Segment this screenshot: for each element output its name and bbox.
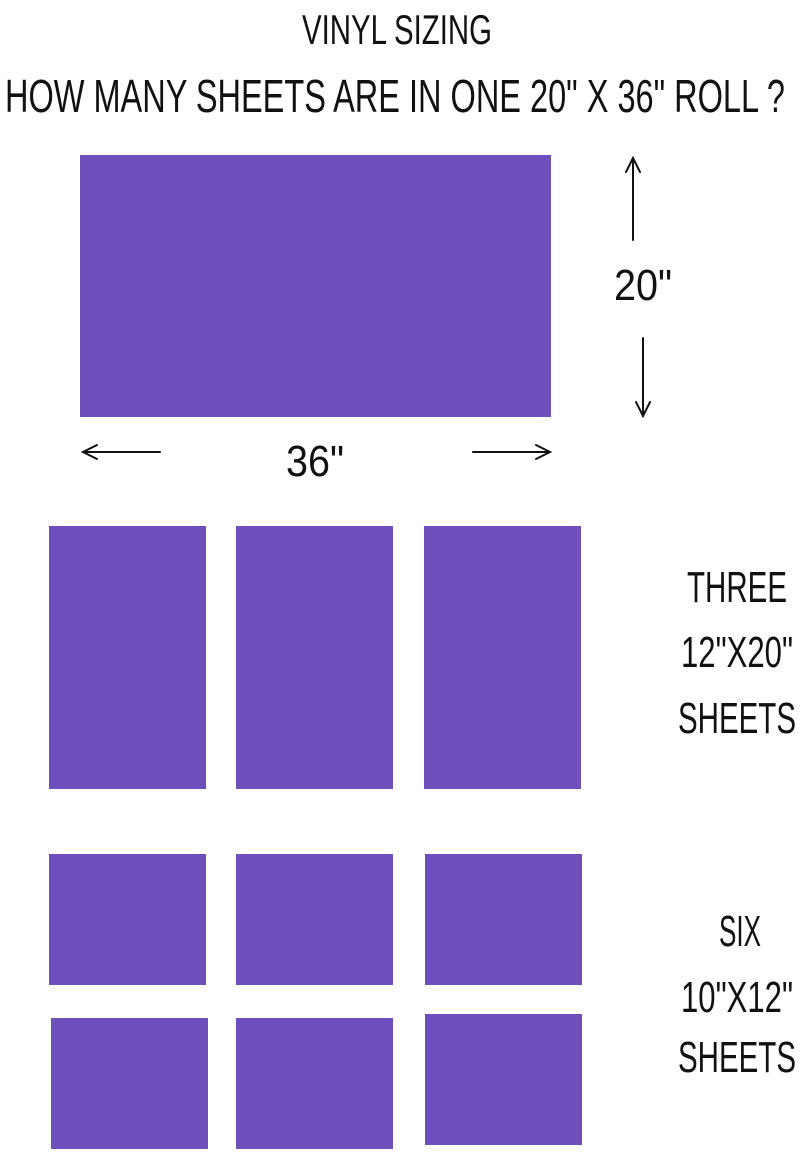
roll-rect: [80, 155, 551, 417]
sheet-10x12-6: [425, 1014, 582, 1145]
sheet-10x12-3: [425, 854, 582, 985]
sheet-10x12-1: [49, 854, 206, 985]
arrow-right-icon: [472, 444, 553, 460]
sheet-10x12-2: [236, 854, 393, 985]
three-sheets-line1: THREE: [687, 563, 787, 612]
sheet-10x12-5: [236, 1018, 393, 1149]
arrow-down-icon: [635, 337, 651, 419]
title: VINYL SIZING: [302, 6, 492, 53]
sheet-12x20-2: [236, 526, 393, 789]
three-sheets-line3: SHEETS: [678, 694, 796, 743]
six-sheets-line1: SIX: [719, 907, 761, 956]
roll-width-label: 36": [286, 437, 344, 486]
sheet-12x20-1: [49, 526, 206, 789]
sheet-10x12-4: [51, 1018, 208, 1149]
six-sheets-line2: 10"X12": [681, 973, 793, 1022]
roll-height-label: 20": [614, 261, 672, 310]
six-sheets-line3: SHEETS: [678, 1033, 796, 1082]
arrow-up-icon: [625, 155, 641, 241]
three-sheets-line2: 12"X20": [681, 628, 793, 677]
subtitle: HOW MANY SHEETS ARE IN ONE 20" X 36" ROL…: [5, 70, 785, 122]
sheet-12x20-3: [424, 526, 581, 789]
arrow-left-icon: [80, 444, 161, 460]
